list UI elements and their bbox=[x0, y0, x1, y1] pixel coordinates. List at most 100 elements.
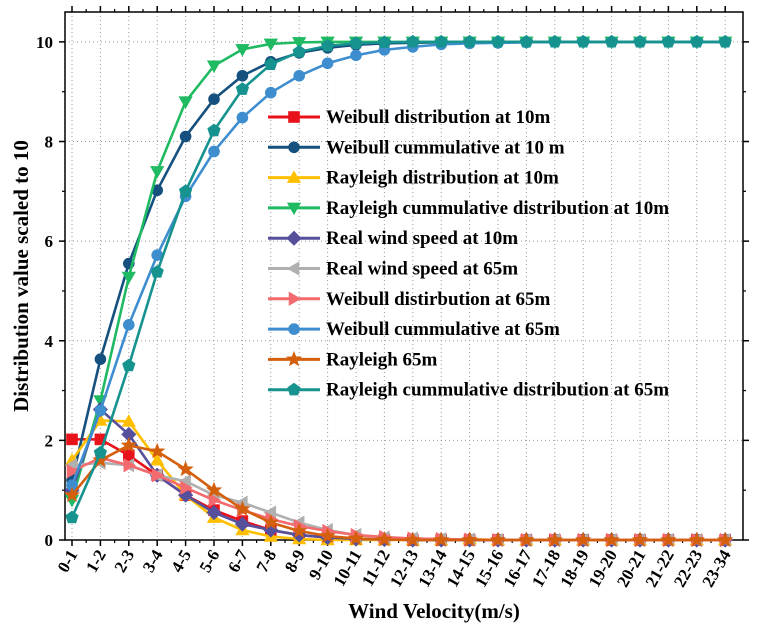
legend-item: Weibull cummulative at 10 m bbox=[268, 137, 565, 158]
y-tick-label: 0 bbox=[45, 531, 54, 550]
x-tick-label: 23-34 bbox=[698, 546, 735, 590]
data-point bbox=[177, 460, 194, 477]
y-tick-label: 8 bbox=[45, 133, 54, 152]
legend-marker bbox=[288, 291, 302, 306]
legend-marker bbox=[286, 230, 302, 246]
y-tick-label: 6 bbox=[45, 232, 54, 251]
data-point bbox=[234, 500, 251, 517]
y-tick-label: 10 bbox=[36, 33, 53, 52]
data-point bbox=[178, 96, 193, 109]
data-point bbox=[718, 34, 732, 48]
series-9 bbox=[63, 436, 734, 547]
x-axis-title: Wind Velocity(m/s) bbox=[348, 599, 520, 623]
legend-label: Rayleigh 65m bbox=[326, 349, 438, 370]
data-point bbox=[690, 34, 704, 48]
x-tick-label: 4-5 bbox=[167, 547, 195, 576]
data-point bbox=[121, 271, 136, 285]
data-point bbox=[123, 449, 135, 462]
data-point bbox=[660, 531, 677, 547]
data-point bbox=[631, 531, 649, 547]
data-point bbox=[434, 34, 448, 48]
legend-label: Rayleigh cummulative distribution at 65m bbox=[326, 380, 669, 401]
legend-item: Weibull cummulative at 65m bbox=[268, 319, 560, 340]
legend: Weibull distribution at 10m Weibull cummu… bbox=[268, 107, 669, 401]
data-point bbox=[65, 510, 79, 524]
data-point bbox=[235, 82, 250, 95]
data-point bbox=[150, 166, 165, 179]
data-point bbox=[661, 34, 676, 48]
legend-marker bbox=[286, 202, 302, 216]
data-point bbox=[94, 404, 107, 417]
legend-item: Weibull distirbution at 65m bbox=[268, 289, 551, 310]
data-point bbox=[93, 445, 108, 459]
data-point bbox=[320, 38, 335, 52]
data-point bbox=[546, 531, 563, 547]
data-point bbox=[377, 35, 392, 49]
data-point bbox=[293, 69, 306, 82]
legend-item: Real wind speed at 65m bbox=[268, 259, 518, 280]
data-point bbox=[518, 531, 535, 547]
data-point bbox=[347, 529, 365, 546]
legend-marker bbox=[288, 323, 300, 335]
legend-marker bbox=[288, 141, 300, 154]
series-layer bbox=[63, 34, 734, 548]
series-line bbox=[72, 438, 726, 542]
data-point bbox=[178, 184, 193, 197]
x-tick-label: 0-1 bbox=[54, 547, 82, 576]
data-point bbox=[717, 531, 734, 547]
data-point bbox=[262, 514, 279, 530]
data-point bbox=[406, 34, 420, 48]
data-point bbox=[349, 36, 363, 50]
legend-marker bbox=[286, 261, 300, 276]
data-point bbox=[489, 531, 507, 547]
data-point bbox=[120, 436, 137, 453]
legend-label: Weibull distribution at 10m bbox=[326, 107, 551, 128]
data-point bbox=[236, 69, 249, 82]
x-tick-label: 17-18 bbox=[528, 547, 564, 591]
x-tick-label: 2-3 bbox=[110, 547, 138, 576]
legend-item: Rayleigh distribution at 10m bbox=[268, 168, 559, 189]
data-point bbox=[150, 265, 164, 278]
data-point bbox=[404, 531, 421, 547]
x-tick-label: 10-11 bbox=[330, 547, 366, 590]
data-point bbox=[433, 531, 450, 547]
legend-marker bbox=[287, 382, 301, 396]
data-point bbox=[321, 57, 334, 70]
legend-marker bbox=[288, 111, 300, 123]
data-point bbox=[122, 358, 136, 372]
data-point bbox=[151, 468, 165, 483]
data-point bbox=[264, 86, 277, 99]
legend-item: Rayleigh 65m bbox=[268, 349, 438, 370]
legend-label: Weibull distirbution at 65m bbox=[326, 289, 551, 310]
series-1 bbox=[66, 433, 732, 546]
x-tick-label: 1-2 bbox=[82, 547, 110, 576]
x-tick-label: 8-9 bbox=[281, 547, 309, 576]
legend-label: Real wind speed at 10m bbox=[326, 228, 518, 249]
data-point bbox=[150, 453, 165, 466]
series-line bbox=[71, 456, 726, 542]
data-point bbox=[123, 458, 137, 473]
data-point bbox=[66, 464, 80, 479]
legend-item: Weibull distribution at 10m bbox=[268, 107, 551, 128]
data-point bbox=[519, 34, 534, 48]
series-5 bbox=[64, 401, 733, 548]
data-point bbox=[179, 130, 192, 143]
series-line bbox=[70, 444, 726, 542]
data-point bbox=[376, 530, 393, 547]
data-point bbox=[63, 486, 81, 503]
data-point bbox=[576, 34, 590, 48]
data-point bbox=[548, 34, 562, 48]
x-tick-label: 14-15 bbox=[443, 547, 479, 591]
data-point bbox=[206, 505, 222, 521]
x-tick-label: 7-8 bbox=[252, 547, 280, 576]
x-tick-label: 22-23 bbox=[670, 547, 706, 591]
data-point bbox=[604, 34, 619, 48]
y-axis: 0 2 4 6 8 10 bbox=[36, 33, 749, 550]
y-tick-label: 4 bbox=[45, 332, 54, 351]
data-point bbox=[94, 353, 107, 365]
legend-label: Rayleigh cummulative distribution at 10m bbox=[326, 198, 669, 219]
data-point bbox=[319, 527, 336, 543]
legend-item: Rayleigh cummulative distribution at 10m bbox=[268, 198, 669, 219]
data-point bbox=[575, 531, 592, 547]
